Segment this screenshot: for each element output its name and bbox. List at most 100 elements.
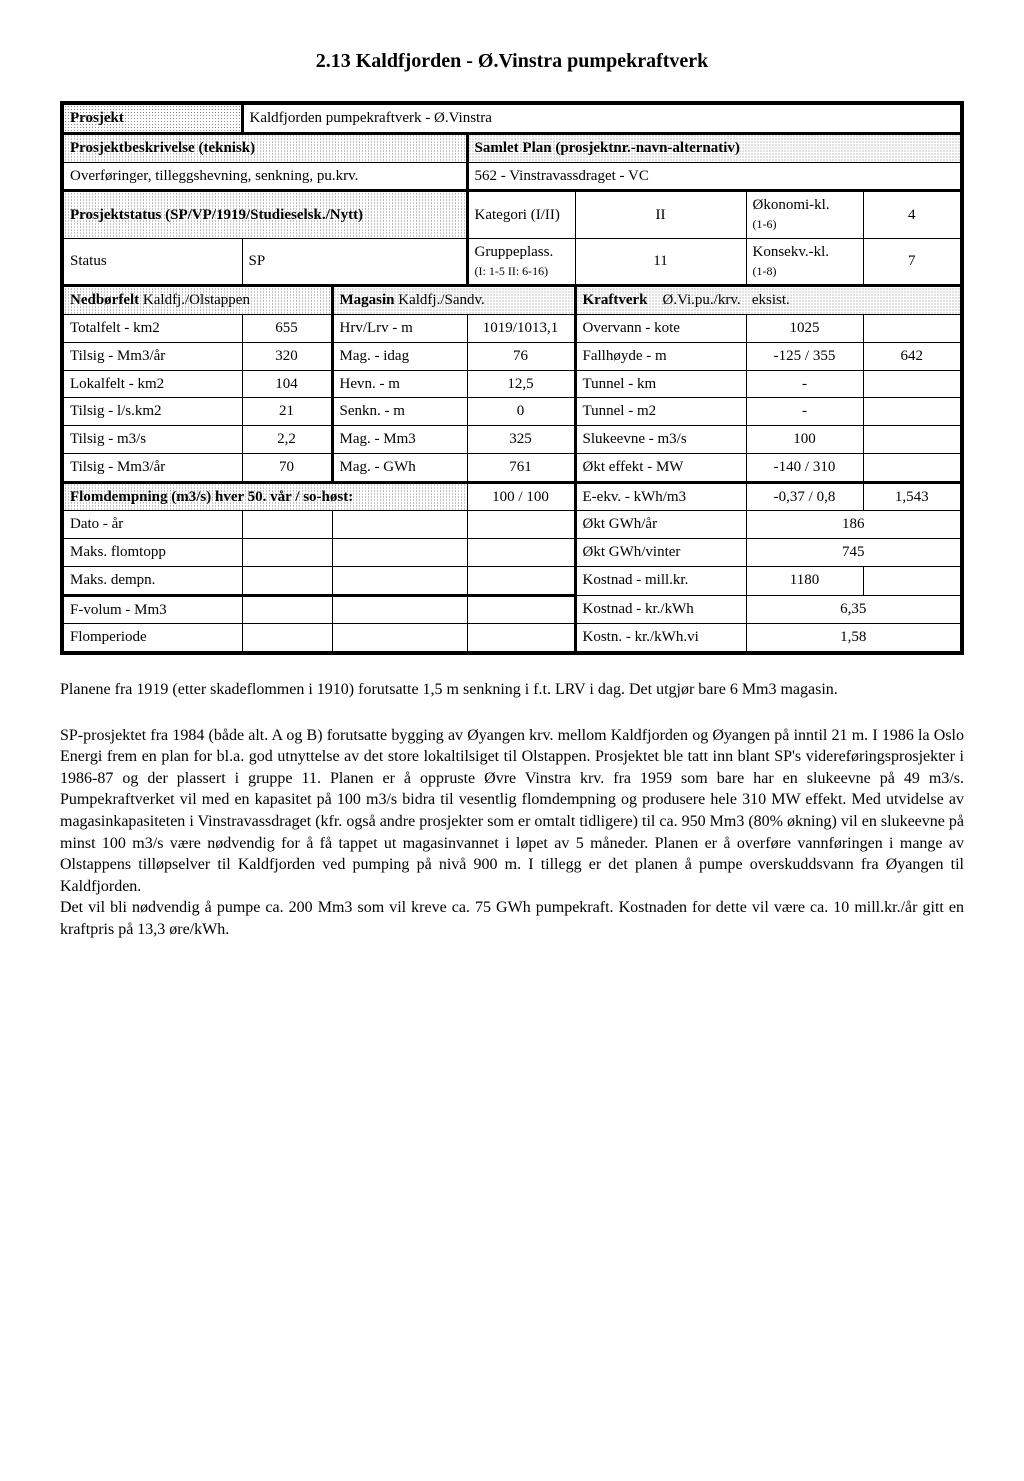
suffix: Kaldfj./Olstappen [143, 292, 250, 308]
row-fvolum: F-volum - Mm3 Kostnad - kr./kWh 6,35 [62, 595, 962, 624]
value-flomdempning: 100 / 100 [467, 482, 575, 511]
cell: 642 [863, 342, 962, 370]
data-row: Totalfelt - km2 655 Hrv/Lrv - m 1019/101… [62, 315, 962, 343]
empty [242, 539, 332, 567]
empty [467, 595, 575, 624]
label: Kostnad - kr./kWh [575, 595, 746, 624]
label-prosjektstatus: Prosjektstatus (SP/VP/1919/Studieselsk./… [62, 191, 467, 239]
value: 186 [746, 511, 962, 539]
empty [467, 539, 575, 567]
empty [332, 539, 467, 567]
label: F-volum - Mm3 [62, 595, 242, 624]
label: Økt GWh/vinter [575, 539, 746, 567]
text: Magasin [340, 292, 395, 308]
cell [863, 398, 962, 426]
empty [242, 511, 332, 539]
cell: -125 / 355 [746, 342, 863, 370]
cell: 12,5 [467, 370, 575, 398]
subtext: (I: 1-5 II: 6-16) [475, 264, 549, 278]
cell: 325 [467, 426, 575, 454]
label-status: Status [62, 238, 242, 286]
cell: Totalfelt - km2 [62, 315, 242, 343]
value-eekv2: 1,543 [863, 482, 962, 511]
value-prosjekt: Kaldfjorden pumpekraftverk - Ø.Vinstra [242, 103, 962, 133]
row-status: Status SP Gruppeplass. (I: 1-5 II: 6-16)… [62, 238, 962, 286]
value-kategori: II [575, 191, 746, 239]
cell: Fallhøyde - m [575, 342, 746, 370]
row-flomdempning: Flomdempning (m3/s) hver 50. vår / so-hø… [62, 482, 962, 511]
cell: Mag. - Mm3 [332, 426, 467, 454]
row-dempn: Maks. dempn. Kostnad - mill.kr. 1180 [62, 566, 962, 595]
hdr-magasin: Magasin Kaldfj./Sandv. [332, 286, 575, 315]
empty [467, 566, 575, 595]
cell: Tunnel - m2 [575, 398, 746, 426]
value-status: SP [242, 238, 467, 286]
cell: 2,2 [242, 426, 332, 454]
cell: Tilsig - l/s.km2 [62, 398, 242, 426]
label-konsekv: Konsekv.-kl. (1-8) [746, 238, 863, 286]
paragraph-1: Planene fra 1919 (etter skadeflommen i 1… [60, 679, 964, 701]
row-dato: Dato - år Økt GWh/år 186 [62, 511, 962, 539]
label-samlet-plan: Samlet Plan (prosjektnr.-navn-alternativ… [467, 133, 962, 162]
row-beskrivelse-val: Overføringer, tilleggshevning, senkning,… [62, 162, 962, 191]
suffix: Kaldfj./Sandv. [398, 292, 485, 308]
label-eekv: E-ekv. - kWh/m3 [575, 482, 746, 511]
label: Flomperiode [62, 624, 242, 653]
cell: 1019/1013,1 [467, 315, 575, 343]
paragraph-2: SP-prosjektet fra 1984 (både alt. A og B… [60, 725, 964, 898]
label: Maks. dempn. [62, 566, 242, 595]
cell: 104 [242, 370, 332, 398]
empty [242, 595, 332, 624]
label-beskrivelse: Prosjektbeskrivelse (teknisk) [62, 133, 467, 162]
cell [863, 315, 962, 343]
cell: Mag. - idag [332, 342, 467, 370]
cell: 76 [467, 342, 575, 370]
data-row: Tilsig - Mm3/år 320 Mag. - idag 76 Fallh… [62, 342, 962, 370]
data-row: Tilsig - m3/s 2,2 Mag. - Mm3 325 Slukeev… [62, 426, 962, 454]
text: Kraftverk [583, 292, 648, 308]
row-flomtopp: Maks. flomtopp Økt GWh/vinter 745 [62, 539, 962, 567]
value-gruppeplass: 11 [575, 238, 746, 286]
value-eekv1: -0,37 / 0,8 [746, 482, 863, 511]
cell: Tilsig - Mm3/år [62, 342, 242, 370]
data-row: Tilsig - l/s.km2 21 Senkn. - m 0 Tunnel … [62, 398, 962, 426]
row-prosjektstatus: Prosjektstatus (SP/VP/1919/Studieselsk./… [62, 191, 962, 239]
cell: 0 [467, 398, 575, 426]
empty [332, 511, 467, 539]
empty [467, 511, 575, 539]
cell: Mag. - GWh [332, 453, 467, 482]
value: 6,35 [746, 595, 962, 624]
value: 1180 [746, 566, 863, 595]
row-prosjekt: Prosjekt Kaldfjorden pumpekraftverk - Ø.… [62, 103, 962, 133]
empty [332, 595, 467, 624]
suffix2: eksist. [752, 292, 790, 308]
row-beskrivelse-hdr: Prosjektbeskrivelse (teknisk) Samlet Pla… [62, 133, 962, 162]
empty [332, 566, 467, 595]
label-kategori: Kategori (I/II) [467, 191, 575, 239]
label: Dato - år [62, 511, 242, 539]
cell: Tunnel - km [575, 370, 746, 398]
label-prosjekt: Prosjekt [62, 103, 242, 133]
label-gruppeplass: Gruppeplass. (I: 1-5 II: 6-16) [467, 238, 575, 286]
subtext: (1-6) [753, 217, 777, 231]
value-samlet-plan: 562 - Vinstravassdraget - VC [467, 162, 962, 191]
text: Økonomi-kl. [753, 197, 830, 213]
cell: 100 [746, 426, 863, 454]
cell: 320 [242, 342, 332, 370]
cell: Hrv/Lrv - m [332, 315, 467, 343]
cell [863, 370, 962, 398]
paragraph-3: Det vil bli nødvendig å pumpe ca. 200 Mm… [60, 897, 964, 940]
empty [242, 624, 332, 653]
cell: 1025 [746, 315, 863, 343]
cell: -140 / 310 [746, 453, 863, 482]
empty [332, 624, 467, 653]
cell: Overvann - kote [575, 315, 746, 343]
cell: - [746, 370, 863, 398]
label: Kostn. - kr./kWh.vi [575, 624, 746, 653]
page-title: 2.13 Kaldfjorden - Ø.Vinstra pumpekraftv… [60, 50, 964, 73]
label: Økt GWh/år [575, 511, 746, 539]
cell: - [746, 398, 863, 426]
text: Gruppeplass. [475, 244, 554, 260]
value: 1,58 [746, 624, 962, 653]
cell: 21 [242, 398, 332, 426]
